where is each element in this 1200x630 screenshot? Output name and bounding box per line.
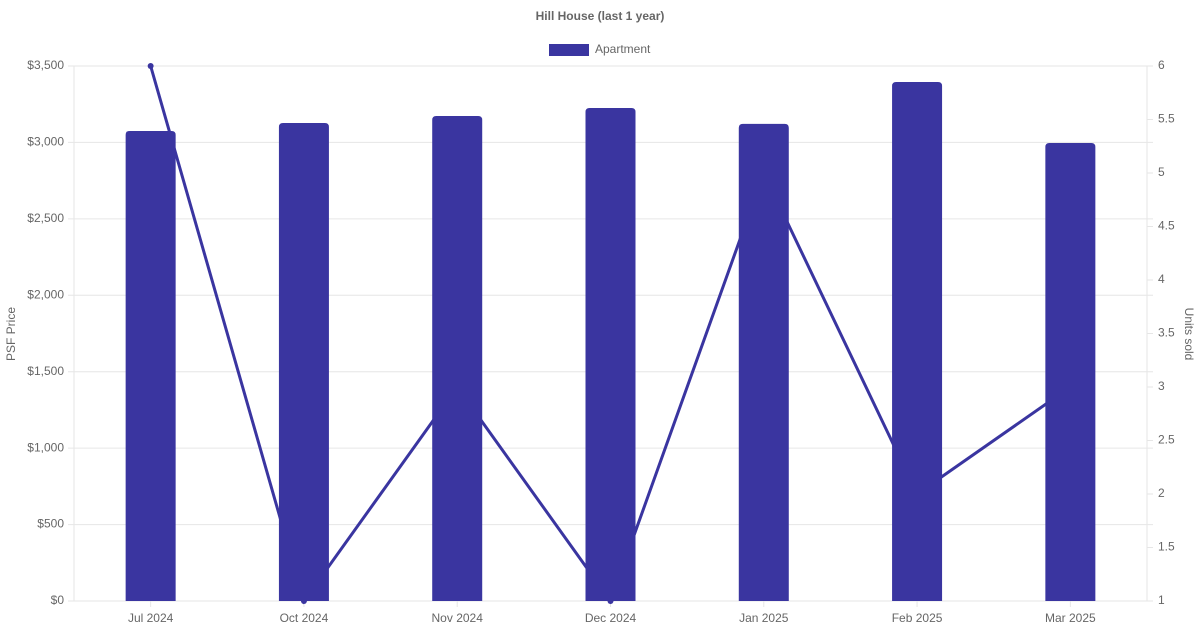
bar bbox=[738, 123, 789, 601]
x-tick-label: Oct 2024 bbox=[280, 611, 329, 625]
bar bbox=[585, 108, 636, 602]
x-tick-label: Feb 2025 bbox=[892, 611, 943, 625]
y-tick-label: $1,000 bbox=[27, 440, 64, 454]
y-axis-title: PSF Price bbox=[4, 307, 18, 361]
legend-swatch bbox=[549, 44, 589, 56]
legend-label: Apartment bbox=[595, 42, 651, 56]
bar bbox=[432, 115, 483, 601]
y-tick-label: $3,500 bbox=[27, 58, 64, 72]
chart-title: Hill House (last 1 year) bbox=[536, 9, 665, 23]
bar bbox=[1045, 143, 1096, 602]
x-tick-label: Mar 2025 bbox=[1045, 611, 1096, 625]
bar bbox=[125, 130, 176, 601]
y2-tick-label: 5 bbox=[1158, 165, 1165, 179]
y2-tick-label: 3.5 bbox=[1158, 326, 1175, 340]
y-tick-label: $500 bbox=[37, 517, 64, 531]
bar bbox=[892, 82, 943, 602]
y-tick-label: $2,000 bbox=[27, 287, 64, 301]
y-tick-label: $0 bbox=[51, 593, 65, 607]
y2-tick-label: 4.5 bbox=[1158, 219, 1175, 233]
y2-tick-label: 1.5 bbox=[1158, 540, 1175, 554]
y2-tick-label: 3 bbox=[1158, 379, 1165, 393]
y2-tick-label: 6 bbox=[1158, 58, 1165, 72]
x-tick-label: Dec 2024 bbox=[585, 611, 637, 625]
y2-tick-label: 5.5 bbox=[1158, 112, 1175, 126]
x-tick-label: Jan 2025 bbox=[739, 611, 789, 625]
line-point bbox=[147, 63, 154, 69]
y2-tick-label: 4 bbox=[1158, 272, 1165, 286]
x-tick-label: Jul 2024 bbox=[128, 611, 174, 625]
y-tick-label: $3,000 bbox=[27, 135, 64, 149]
y-tick-label: $2,500 bbox=[27, 211, 64, 225]
y2-tick-label: 2 bbox=[1158, 486, 1165, 500]
bar bbox=[278, 123, 329, 601]
y2-axis-title: Units sold bbox=[1182, 308, 1196, 361]
y2-tick-label: 2.5 bbox=[1158, 433, 1175, 447]
y2-tick-label: 1 bbox=[1158, 593, 1165, 607]
x-tick-label: Nov 2024 bbox=[432, 611, 484, 625]
y-tick-label: $1,500 bbox=[27, 364, 64, 378]
